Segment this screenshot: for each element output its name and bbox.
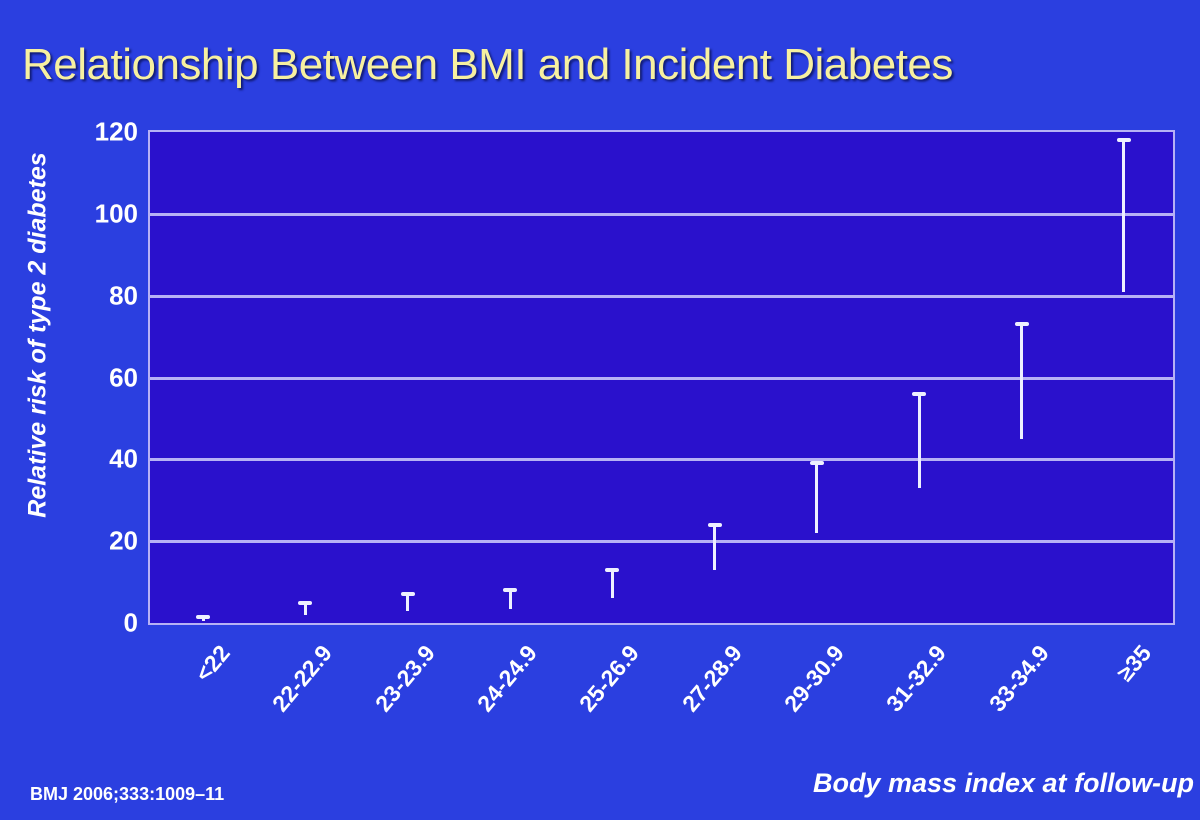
- plot-area: [148, 130, 1175, 625]
- error-bar: [303, 602, 307, 615]
- gridline: [150, 294, 1173, 298]
- error-cap: [809, 461, 824, 466]
- error-bar: [508, 590, 512, 609]
- y-tick-label: 80: [109, 280, 138, 311]
- x-tick-label: ≥35: [1111, 640, 1156, 686]
- chart-title: Relationship Between BMI and Incident Di…: [22, 40, 953, 89]
- y-tick-label: 120: [94, 116, 138, 147]
- error-cap: [1116, 138, 1131, 143]
- error-bar: [815, 463, 819, 533]
- y-tick-label: 20: [109, 525, 138, 556]
- error-cap: [298, 600, 313, 605]
- error-bar: [610, 569, 614, 599]
- x-tick-label: 27-28.9: [676, 640, 747, 717]
- y-tick-label: 100: [94, 198, 138, 229]
- error-cap: [1014, 322, 1029, 327]
- x-tick-label: 25-26.9: [574, 640, 645, 717]
- error-bar: [1020, 324, 1024, 439]
- gridline: [150, 458, 1173, 462]
- x-tick-label: 24-24.9: [471, 640, 542, 717]
- x-tick-label: <22: [190, 640, 236, 687]
- error-bar: [713, 524, 717, 570]
- x-tick-label: 22-22.9: [267, 640, 338, 717]
- gridline: [150, 540, 1173, 544]
- x-tick-label: 23-23.9: [369, 640, 440, 717]
- y-tick-label: 60: [109, 362, 138, 392]
- error-cap: [400, 592, 415, 597]
- x-tick-label: 31-32.9: [881, 640, 952, 717]
- gridline: [150, 376, 1173, 380]
- error-bar: [917, 393, 921, 488]
- x-tick-label: 33-34.9: [983, 640, 1054, 717]
- error-bar: [201, 616, 205, 621]
- gridline: [150, 212, 1173, 216]
- x-tick-label: 29-30.9: [778, 640, 849, 717]
- error-cap: [912, 391, 927, 396]
- x-axis-label: Body mass index at follow-up: [812, 768, 1194, 798]
- error-cap: [605, 567, 620, 572]
- error-bar: [406, 594, 410, 611]
- source-citation: BMJ 2006;333:1009–11: [30, 784, 225, 804]
- y-tick-label: 40: [109, 443, 138, 474]
- error-cap: [707, 522, 722, 527]
- error-cap: [503, 588, 518, 593]
- error-bar: [1122, 140, 1126, 292]
- error-cap: [196, 614, 211, 619]
- y-axis-label: Relative risk of type 2 diabetes: [23, 152, 52, 518]
- y-tick-label: 0: [123, 607, 138, 638]
